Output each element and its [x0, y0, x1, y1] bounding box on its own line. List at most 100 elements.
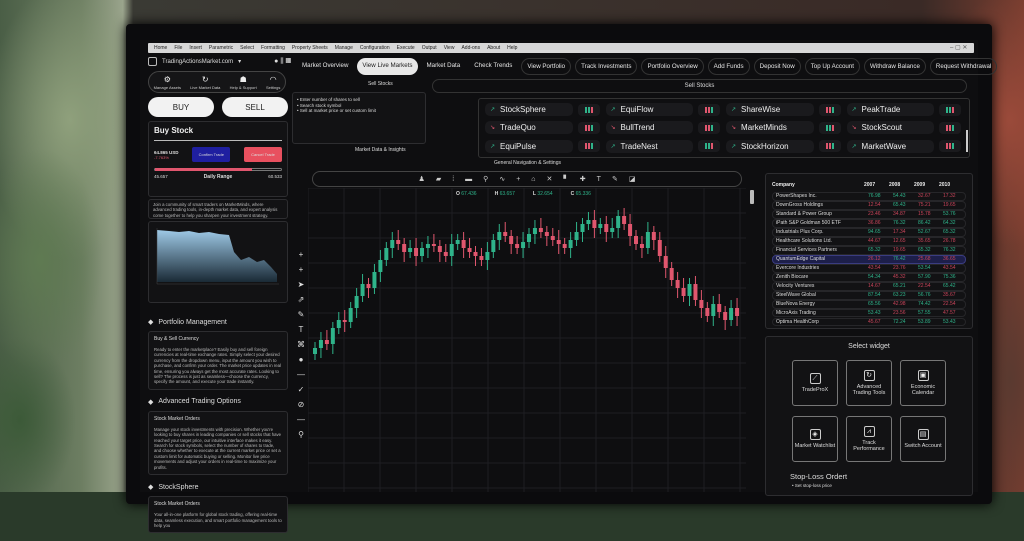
tool-icon[interactable]: ✎ — [611, 176, 618, 183]
menu-item[interactable]: Output — [421, 45, 437, 51]
stock-item[interactable]: ↘ MarketMinds — [726, 120, 841, 135]
tab-view-portfolio[interactable]: View Portfolio — [521, 58, 572, 75]
table-row[interactable]: MicroAxis Trading 53.43 23.56 57.55 47.57 — [772, 308, 966, 318]
table-row[interactable]: Standard & Power Group 23.46 34.87 15.78 53.… — [772, 209, 966, 219]
ruler-icon[interactable]: — — [297, 370, 305, 379]
menu-item[interactable]: Formatting — [261, 45, 285, 51]
menu-item[interactable]: Property Sheets — [291, 45, 328, 51]
add-icon[interactable]: ✚ — [579, 176, 586, 183]
menu-item[interactable]: Manage — [334, 45, 353, 51]
daily-range-slider[interactable] — [154, 168, 282, 171]
tool-icon[interactable]: ▘ — [563, 176, 569, 183]
stock-item[interactable]: ↗ StockHorizon — [726, 139, 841, 154]
section-header[interactable]: ◆ Portfolio Management — [148, 318, 288, 327]
quick-action-button[interactable]: ↻ Live Market Data — [190, 75, 220, 90]
menu-item[interactable]: File — [174, 45, 183, 51]
chart-scrollbar[interactable] — [750, 190, 754, 204]
table-row[interactable]: Industrials Plus Corp. 94.65 17.34 52.67 65.… — [772, 227, 966, 237]
table-row[interactable]: Evercore Industries 43.54 23.76 53.54 43.54 — [772, 263, 966, 273]
tab-add-funds[interactable]: Add Funds — [707, 58, 750, 75]
stock-item[interactable]: ↗ EquiFlow — [605, 102, 720, 117]
table-row[interactable]: Healthcare Solutions Ltd. 44.67 12.65 35.65… — [772, 236, 966, 246]
menu-item[interactable]: Execute — [396, 45, 415, 51]
crosshair-icon[interactable]: + — [298, 265, 304, 274]
menu-item[interactable]: Configuration — [359, 45, 390, 51]
column-header[interactable]: 2010 — [939, 182, 951, 188]
stock-name-chip[interactable]: ↗ MarketWave — [846, 139, 934, 153]
table-row[interactable]: PowerShapes Inc. 76.98 54.43 32.67 17.32 — [772, 192, 966, 201]
sell-button[interactable]: SELL — [222, 97, 288, 117]
stock-item[interactable]: ↘ StockScout — [846, 120, 961, 135]
quick-action-button[interactable]: ☗ Help & Support — [230, 75, 257, 90]
section-header[interactable]: ◆ StockSphere — [148, 483, 288, 492]
stock-item[interactable]: ↗ TradeNest — [605, 139, 720, 154]
buy-button[interactable]: BUY — [148, 97, 214, 117]
menu-item[interactable]: Insert — [189, 45, 202, 51]
tab-market-overview[interactable]: Market Overview — [302, 62, 349, 69]
cancel-trade-button[interactable]: Cancel Trade — [243, 147, 282, 162]
widget-track-performance[interactable]: ⩘ Track Performance — [846, 416, 892, 462]
stock-item[interactable]: ↘ BullTrend — [605, 120, 720, 135]
close-icon[interactable]: ✕ — [546, 176, 553, 183]
window-controls[interactable]: – ▢ ✕ — [950, 45, 968, 51]
stock-name-chip[interactable]: ↘ TradeQuo — [485, 121, 573, 135]
section-header[interactable]: ◆ Advanced Trading Options — [148, 398, 288, 406]
magnet-icon[interactable]: ✓ — [297, 385, 305, 394]
tab-deposit-now[interactable]: Deposit Now — [753, 58, 801, 75]
stock-item[interactable]: ↘ TradeQuo — [485, 120, 600, 135]
table-row[interactable]: BlueNova Energy 65.56 42.98 74.42 22.54 — [772, 299, 966, 309]
stock-item[interactable]: ↗ StockSphere — [485, 102, 600, 117]
tab-portfolio-overview[interactable]: Portfolio Overview — [641, 58, 704, 75]
line-icon[interactable]: ∿ — [499, 176, 506, 183]
tab-withdraw-balance[interactable]: Withdraw Balance — [864, 58, 926, 75]
stock-name-chip[interactable]: ↗ TradeNest — [605, 139, 693, 153]
menu-item[interactable]: Parametric — [208, 45, 234, 51]
tool-icon[interactable]: ▰ — [435, 176, 442, 183]
crosshair-icon[interactable]: + — [516, 175, 521, 183]
table-row[interactable]: DownGross Holdings 12.54 65.43 75.21 19.65 — [772, 200, 966, 210]
tab-check-trends[interactable]: Check Trends — [474, 62, 513, 69]
column-header[interactable]: 2009 — [914, 182, 926, 188]
pattern-icon[interactable]: ⌘ — [297, 340, 305, 349]
tab-request-withdrawal[interactable]: Request Withdrawal — [929, 58, 998, 75]
grid-scrollbar[interactable] — [966, 130, 968, 152]
stock-item[interactable]: ↗ EquiPulse — [485, 139, 600, 154]
tab-market-data[interactable]: Market Data — [426, 62, 461, 69]
menu-item[interactable]: Select — [240, 45, 255, 51]
widget-tradeprox[interactable]: ⟋ TradeProX — [792, 360, 838, 406]
stock-name-chip[interactable]: ↗ StockHorizon — [726, 139, 814, 153]
tool-icon[interactable]: ⁞ — [452, 175, 455, 183]
brush-icon[interactable]: ● — [298, 355, 304, 364]
quick-action-button[interactable]: ◠ Settings — [266, 75, 280, 90]
stock-name-chip[interactable]: ↗ StockSphere — [485, 103, 573, 117]
table-row[interactable]: iPath S&P Goldman 500 ETF 36.86 76.32 86.42… — [772, 218, 966, 228]
column-header[interactable]: 2008 — [889, 182, 901, 188]
tool-icon[interactable]: ▬ — [465, 175, 473, 183]
stock-name-chip[interactable]: ↗ PeakTrade — [846, 103, 934, 117]
trash-icon[interactable]: — — [297, 415, 305, 424]
stock-item[interactable]: ↗ PeakTrade — [846, 102, 961, 117]
cursor-icon[interactable]: ➤ — [297, 280, 305, 289]
stock-name-chip[interactable]: ↘ BullTrend — [605, 121, 693, 135]
menu-item[interactable]: Help — [507, 45, 518, 51]
hide-icon[interactable]: ⊘ — [297, 400, 305, 409]
zoom-icon[interactable]: ⚲ — [298, 430, 304, 439]
menu-item[interactable]: View — [443, 45, 455, 51]
stock-item[interactable]: ↗ MarketWave — [846, 139, 961, 154]
text-icon[interactable]: T — [596, 175, 601, 183]
brand[interactable]: TradingActionsMarket.com ▾ ● ⫼ ▦ — [148, 57, 291, 66]
pen-icon[interactable]: ✎ — [297, 310, 305, 319]
candlestick-chart[interactable] — [308, 188, 746, 492]
crosshair-icon[interactable]: + — [298, 250, 304, 259]
stock-name-chip[interactable]: ↗ ShareWise — [726, 103, 814, 117]
column-header[interactable]: 2007 — [864, 182, 876, 188]
tab-track-investments[interactable]: Track Investments — [575, 58, 638, 75]
widget-economic-calendar[interactable]: ▣ Economic Calendar — [900, 360, 946, 406]
table-row[interactable]: Velocity Ventures 14.67 65.21 22.54 65.42 — [772, 281, 966, 291]
menu-item[interactable]: Home — [154, 45, 168, 51]
stock-item[interactable]: ↗ ShareWise — [726, 102, 841, 117]
widget-advanced-trading-tools[interactable]: ↻ Advanced Trading Tools — [846, 360, 892, 406]
text-icon[interactable]: T — [298, 325, 304, 334]
zoom-icon[interactable]: ⚲ — [483, 176, 489, 183]
stock-name-chip[interactable]: ↘ MarketMinds — [726, 121, 814, 135]
